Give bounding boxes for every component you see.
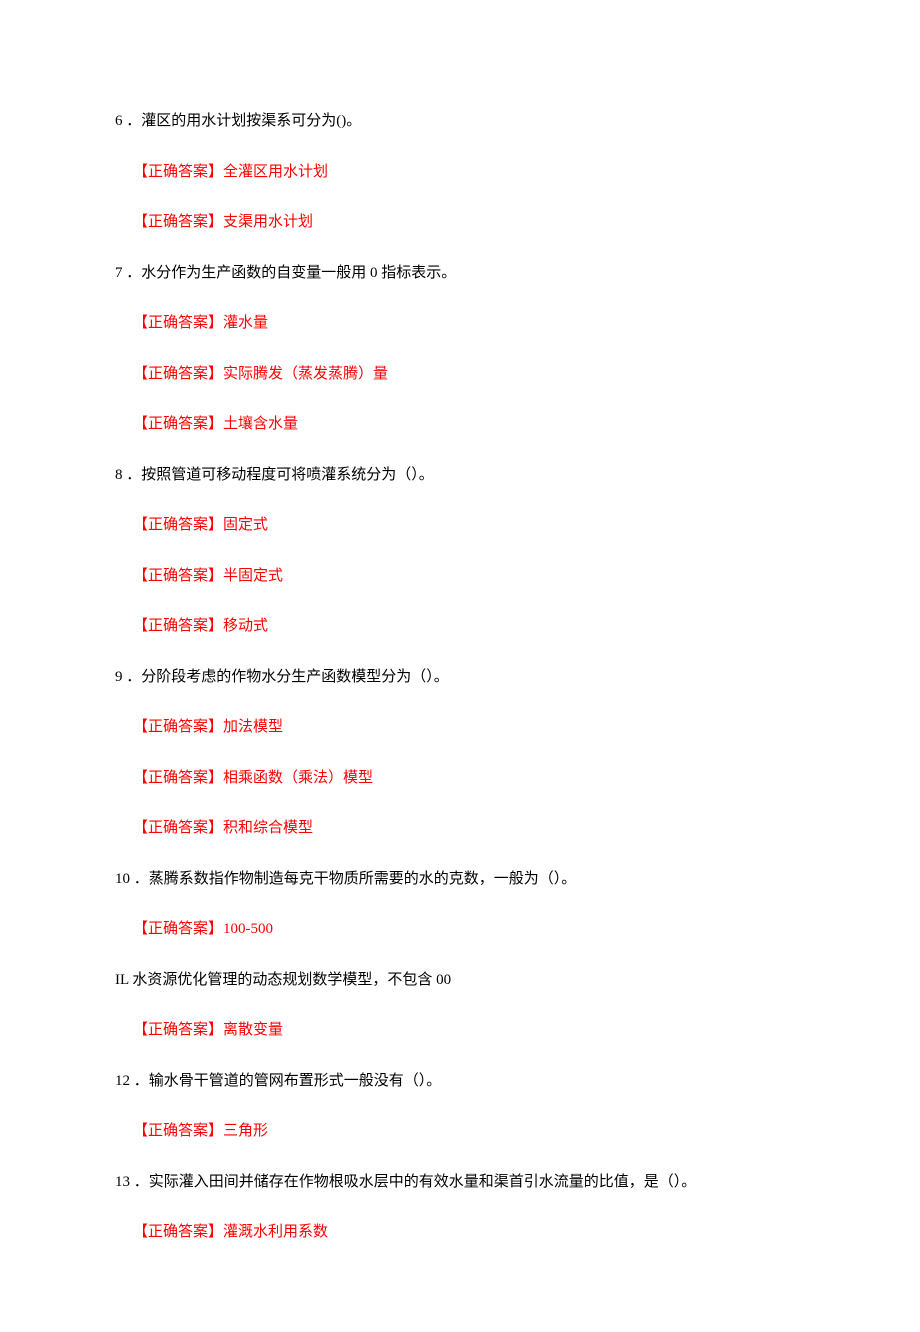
answer-9-1: 【正确答案】相乘函数（乘法）模型 (133, 767, 805, 790)
answer-6-1: 【正确答案】支渠用水计划 (133, 211, 805, 234)
question-10: 10 ．蒸腾系数指作物制造每克干物质所需要的水的克数，一般为（）。 (115, 868, 805, 891)
answer-13-0: 【正确答案】灌溉水利用系数 (133, 1221, 805, 1244)
answer-8-2: 【正确答案】移动式 (133, 615, 805, 638)
question-9: 9 ．分阶段考虑的作物水分生产函数模型分为（）。 (115, 666, 805, 689)
document-content: 6 ．灌区的用水计划按渠系可分为()。【正确答案】全灌区用水计划【正确答案】支渠… (115, 110, 805, 1244)
question-IL: IL 水资源优化管理的动态规划数学模型，不包含 00 (115, 969, 805, 992)
question-6: 6 ．灌区的用水计划按渠系可分为()。 (115, 110, 805, 133)
question-12: 12 ．输水骨干管道的管网布置形式一般没有（）。 (115, 1070, 805, 1093)
answer-8-0: 【正确答案】固定式 (133, 514, 805, 537)
answer-10-0: 【正确答案】100-500 (133, 918, 805, 941)
answer-9-2: 【正确答案】积和综合模型 (133, 817, 805, 840)
question-13: 13 ．实际灌入田间并储存在作物根吸水层中的有效水量和渠首引水流量的比值，是（）… (115, 1171, 805, 1194)
answer-6-0: 【正确答案】全灌区用水计划 (133, 161, 805, 184)
answer-IL-0: 【正确答案】离散变量 (133, 1019, 805, 1042)
answer-7-2: 【正确答案】土壤含水量 (133, 413, 805, 436)
answer-12-0: 【正确答案】三角形 (133, 1120, 805, 1143)
question-8: 8 ．按照管道可移动程度可将喷灌系统分为（）。 (115, 464, 805, 487)
answer-7-0: 【正确答案】灌水量 (133, 312, 805, 335)
answer-7-1: 【正确答案】实际腾发（蒸发蒸腾）量 (133, 363, 805, 386)
answer-9-0: 【正确答案】加法模型 (133, 716, 805, 739)
answer-8-1: 【正确答案】半固定式 (133, 565, 805, 588)
question-7: 7 ．水分作为生产函数的自变量一般用 0 指标表示。 (115, 262, 805, 285)
